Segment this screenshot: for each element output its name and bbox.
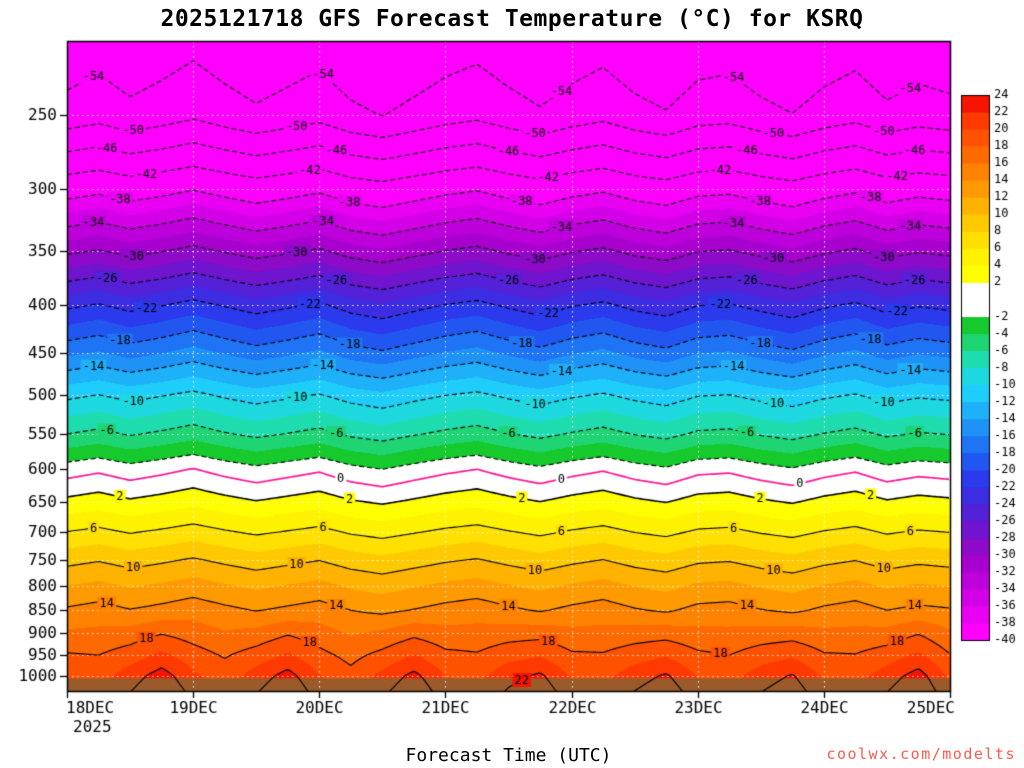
- x-axis-label: Forecast Time (UTC): [405, 745, 612, 766]
- watermark-link[interactable]: coolwx.com/modelts: [826, 745, 1016, 763]
- chart-title: 2025121718 GFS Forecast Temperature (°C)…: [160, 6, 864, 32]
